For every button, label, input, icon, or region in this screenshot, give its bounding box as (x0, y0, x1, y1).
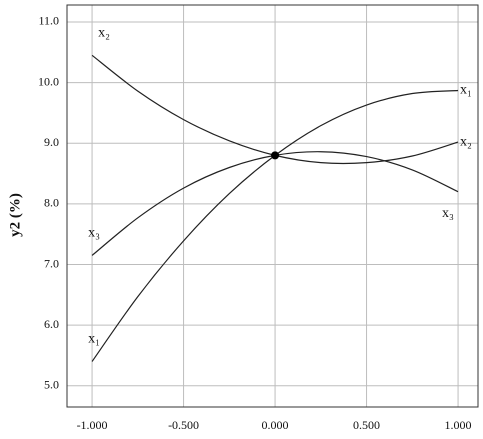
x-tick-label: 0.000 (262, 418, 289, 432)
y-tick-label: 10.0 (38, 74, 59, 88)
series-label: x₃ (88, 226, 100, 241)
series-label: x₃ (442, 206, 454, 221)
x-tick-label: 1.000 (445, 418, 472, 432)
y-axis-title: y2 (%) (7, 193, 23, 237)
y-tick-label: 6.0 (44, 317, 59, 331)
series-label: x₂ (98, 26, 110, 41)
series-label: x₂ (460, 134, 472, 149)
y-tick-label: 5.0 (44, 378, 59, 392)
series-label: x₁ (460, 83, 472, 98)
center-point (271, 151, 280, 160)
plot-frame (66, 4, 479, 408)
x-tick-label: -1.000 (77, 418, 108, 432)
y-tick-label: 11.0 (38, 14, 59, 28)
y-tick-label: 8.0 (44, 196, 59, 210)
y-tick-label: 9.0 (44, 135, 59, 149)
x-tick-label: 0.500 (353, 418, 380, 432)
series-label: x₁ (88, 332, 100, 347)
x-tick-label: -0.500 (168, 418, 199, 432)
y-tick-label: 7.0 (44, 256, 59, 270)
